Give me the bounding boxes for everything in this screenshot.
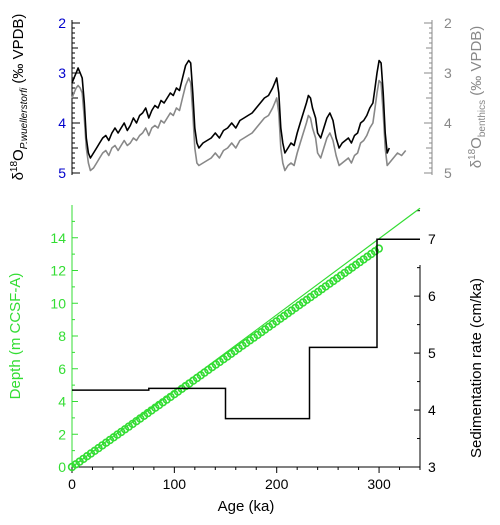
p-wuellerstorfi-series-line bbox=[71, 59, 391, 159]
top-right-axis-title: δ18Obenthics (‰ VPDB) bbox=[467, 26, 488, 169]
sed-rate-tick-label: 4 bbox=[428, 402, 436, 418]
sed-rate-tick-label: 6 bbox=[428, 288, 436, 304]
x-tick-label: 300 bbox=[367, 476, 391, 492]
x-tick-label: 200 bbox=[265, 476, 289, 492]
top-panel: 2 3 4 5 2 3 4 5 δ18OP.wuellerstorfi (‰ VPDB) δ1… bbox=[9, 14, 488, 181]
bottom-left-axis-title: Depth (m CCSF-A) bbox=[7, 273, 24, 400]
bottom-series bbox=[67, 207, 421, 472]
bottom-right-axis-title: Sedimentation rate (cm/ka) bbox=[468, 278, 485, 458]
depth-tick-label: 0 bbox=[58, 459, 66, 475]
bottom-panel: 0 2 4 6 8 10 12 14 3 4 5 6 7 0 100 200 300 Depth (m CCSF… bbox=[7, 205, 485, 515]
top-axes: 2 3 4 5 2 3 4 5 bbox=[58, 15, 452, 181]
top-right-tick-label: 5 bbox=[444, 165, 452, 181]
top-left-tick-label: 3 bbox=[58, 65, 66, 81]
depth-tick-label: 6 bbox=[58, 361, 66, 377]
depth-tick-label: 2 bbox=[58, 426, 66, 442]
top-right-tick-label: 4 bbox=[444, 115, 452, 131]
top-right-tick-label: 2 bbox=[444, 15, 452, 31]
x-axis-title: Age (ka) bbox=[218, 498, 275, 515]
depth-tick-label: 12 bbox=[50, 263, 66, 279]
depth-tick-label: 8 bbox=[58, 328, 66, 344]
sed-rate-tick-label: 3 bbox=[428, 459, 436, 475]
depth-tick-label: 10 bbox=[50, 295, 66, 311]
sedimentation-rate-line bbox=[72, 238, 420, 420]
depth-point bbox=[374, 244, 383, 253]
benthics-series-line bbox=[71, 77, 407, 172]
depth-tick-label: 4 bbox=[58, 394, 66, 410]
depth-tick-label: 14 bbox=[50, 230, 66, 246]
depth-fit-line bbox=[71, 207, 421, 468]
top-left-tick-label: 4 bbox=[58, 115, 66, 131]
top-series bbox=[71, 59, 407, 172]
top-left-tick-label: 5 bbox=[58, 165, 66, 181]
x-tick-label: 0 bbox=[68, 476, 76, 492]
top-right-tick-label: 3 bbox=[444, 65, 452, 81]
top-left-axis-title: δ18OP.wuellerstorfi (‰ VPDB) bbox=[9, 14, 30, 181]
sed-rate-tick-label: 5 bbox=[428, 345, 436, 361]
sed-rate-tick-label: 7 bbox=[428, 231, 436, 247]
top-left-tick-label: 2 bbox=[58, 15, 66, 31]
x-tick-label: 100 bbox=[163, 476, 187, 492]
bottom-axes: 0 2 4 6 8 10 12 14 3 4 5 6 7 0 100 200 300 bbox=[50, 205, 436, 492]
